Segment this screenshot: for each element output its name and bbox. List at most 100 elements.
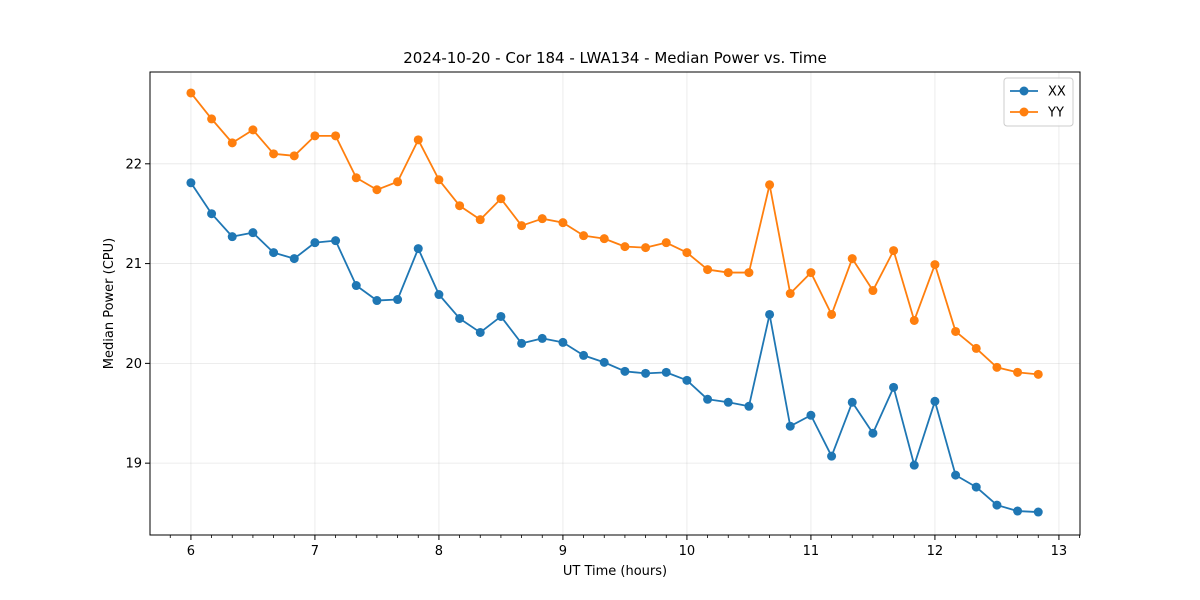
- data-point-xx: [620, 366, 630, 376]
- data-point-xx: [455, 313, 465, 323]
- data-point-yy: [393, 177, 403, 187]
- data-point-yy: [455, 201, 465, 211]
- y-tick-label: 20: [125, 357, 142, 372]
- x-tick-label: 7: [311, 544, 319, 559]
- data-point-yy: [620, 242, 630, 252]
- legend-marker-yy: [1019, 107, 1029, 117]
- y-tick-label: 22: [125, 157, 142, 172]
- data-point-yy: [475, 215, 485, 225]
- data-point-xx: [847, 397, 857, 407]
- data-point-yy: [434, 175, 444, 185]
- data-point-yy: [827, 309, 837, 319]
- data-point-xx: [971, 482, 981, 492]
- data-point-yy: [558, 218, 568, 228]
- data-point-yy: [413, 135, 423, 145]
- data-point-xx: [661, 367, 671, 377]
- series-layer: [186, 88, 1043, 517]
- data-point-yy: [372, 185, 382, 195]
- x-tick-label: 11: [803, 544, 820, 559]
- data-point-xx: [372, 296, 382, 306]
- x-tick-label: 6: [187, 544, 195, 559]
- data-point-xx: [351, 281, 361, 291]
- data-point-xx: [579, 350, 589, 360]
- data-point-xx: [951, 470, 961, 480]
- data-point-yy: [351, 173, 361, 183]
- x-axis-label: UT Time (hours): [563, 564, 667, 579]
- data-point-yy: [641, 243, 651, 253]
- data-point-yy: [661, 238, 671, 248]
- data-point-yy: [744, 268, 754, 278]
- data-point-xx: [269, 248, 279, 258]
- data-point-xx: [827, 451, 837, 461]
- y-axis-label: Median Power (CPU): [102, 238, 117, 369]
- data-point-yy: [765, 180, 775, 190]
- data-point-xx: [310, 238, 320, 248]
- data-point-xx: [186, 178, 196, 188]
- series-xx: [186, 178, 1043, 517]
- chart-title: 2024-10-20 - Cor 184 - LWA134 - Median P…: [403, 49, 827, 67]
- data-point-xx: [558, 337, 568, 347]
- y-tick-label: 21: [125, 257, 142, 272]
- data-point-xx: [475, 327, 485, 337]
- legend-label-xx: XX: [1048, 85, 1066, 100]
- plot-frame: [149, 71, 1081, 536]
- x-tick-label: 10: [679, 544, 696, 559]
- data-point-yy: [847, 254, 857, 264]
- series-yy: [186, 88, 1043, 379]
- data-point-yy: [868, 286, 878, 296]
- legend-label-yy: YY: [1047, 106, 1064, 121]
- data-point-xx: [289, 254, 299, 264]
- data-point-xx: [785, 421, 795, 431]
- data-point-xx: [1013, 506, 1023, 516]
- data-point-yy: [992, 362, 1002, 372]
- data-point-yy: [496, 194, 506, 204]
- data-point-yy: [537, 214, 547, 224]
- data-point-yy: [599, 234, 609, 244]
- data-point-xx: [517, 338, 527, 348]
- data-point-yy: [889, 246, 899, 256]
- y-axis-ticks: 19 20 21 22: [125, 157, 150, 472]
- data-point-xx: [723, 397, 733, 407]
- data-point-yy: [1013, 367, 1023, 377]
- data-point-xx: [909, 460, 919, 470]
- y-tick-label: 19: [125, 457, 142, 472]
- grid-lines: [150, 72, 1080, 535]
- data-point-yy: [186, 88, 196, 98]
- data-point-xx: [868, 428, 878, 438]
- data-point-yy: [1033, 369, 1043, 379]
- data-point-yy: [930, 260, 940, 270]
- data-point-yy: [951, 326, 961, 336]
- data-point-xx: [496, 311, 506, 321]
- data-point-xx: [806, 410, 816, 420]
- data-point-yy: [806, 268, 816, 278]
- data-point-yy: [289, 151, 299, 161]
- data-point-yy: [682, 248, 692, 258]
- data-point-xx: [1033, 507, 1043, 517]
- data-point-xx: [703, 394, 713, 404]
- data-point-xx: [248, 228, 258, 238]
- data-point-xx: [599, 357, 609, 367]
- data-point-xx: [331, 236, 341, 246]
- data-point-yy: [207, 114, 217, 124]
- legend: XX YY: [1003, 77, 1074, 127]
- data-point-xx: [413, 244, 423, 254]
- x-tick-label: 8: [435, 544, 443, 559]
- data-point-yy: [723, 268, 733, 278]
- data-point-xx: [992, 500, 1002, 510]
- data-point-yy: [517, 221, 527, 231]
- data-point-yy: [227, 138, 237, 148]
- data-point-yy: [703, 265, 713, 275]
- x-tick-label: 9: [559, 544, 567, 559]
- data-point-xx: [930, 396, 940, 406]
- data-point-xx: [537, 333, 547, 343]
- data-point-yy: [269, 149, 279, 159]
- data-point-yy: [310, 131, 320, 141]
- data-point-xx: [682, 375, 692, 385]
- data-point-yy: [971, 343, 981, 353]
- data-point-xx: [641, 368, 651, 378]
- data-point-xx: [434, 290, 444, 300]
- data-point-xx: [207, 209, 217, 219]
- data-point-yy: [909, 315, 919, 325]
- data-point-yy: [331, 131, 341, 141]
